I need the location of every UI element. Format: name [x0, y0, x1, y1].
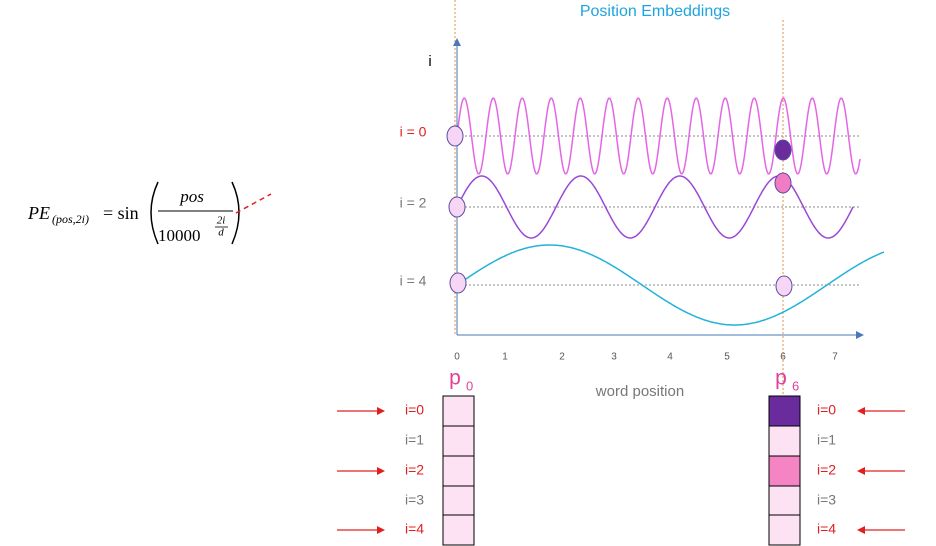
x-tick-label: 6 [780, 352, 786, 363]
vector-cell [442, 514, 475, 546]
vector-cell [768, 425, 801, 457]
vector-name: p [449, 367, 461, 390]
x-tick-label: 7 [832, 352, 838, 363]
row-arrowhead [857, 526, 865, 534]
curve-label: i = 2 [400, 195, 427, 211]
vector-cell [442, 395, 475, 427]
row-label: i=3 [405, 492, 424, 508]
marker-dot [775, 275, 793, 297]
x-tick-label: 2 [559, 352, 565, 363]
marker-dot [448, 196, 466, 218]
vector-cell [768, 395, 801, 427]
vector-sub: 6 [792, 378, 799, 393]
row-label: i=0 [405, 402, 424, 418]
marker-dot [774, 139, 792, 161]
y-arrow [453, 38, 461, 46]
vector-cell [442, 455, 475, 487]
wave [456, 244, 885, 326]
x-arrow [856, 331, 864, 339]
row-label: i=2 [405, 462, 424, 478]
row-label: i=4 [405, 521, 424, 537]
wave [456, 97, 861, 175]
formula-exp-num: 2i [217, 215, 226, 227]
x-tick-label: 1 [502, 352, 508, 363]
paren-right [231, 181, 240, 245]
row-label: i=1 [405, 432, 424, 448]
formula-lhs: PE [27, 203, 50, 223]
row-arrowhead [377, 467, 385, 475]
row-label: i=3 [817, 492, 836, 508]
vector-name: p [775, 367, 787, 390]
vector-cell [442, 425, 475, 457]
vector-sub: 0 [466, 378, 473, 393]
row-arrowhead [857, 467, 865, 475]
marker-dot [449, 272, 467, 294]
row-label: i=4 [817, 521, 836, 537]
x-tick-label: 4 [667, 352, 673, 363]
formula-denominator: 10000 [158, 226, 201, 245]
formula-numerator: pos [179, 187, 204, 206]
row-label: i=1 [817, 432, 836, 448]
row-arrowhead [857, 407, 865, 415]
marker-dot [774, 172, 792, 194]
curve-label: i = 4 [400, 273, 427, 289]
formula-sub: (pos,2i) [52, 212, 89, 226]
row-arrowhead [377, 526, 385, 534]
row-arrowhead [377, 407, 385, 415]
paren-left [150, 181, 159, 245]
row-label: i=2 [817, 462, 836, 478]
x-tick-label: 5 [724, 352, 730, 363]
vector-cell [768, 455, 801, 487]
y-axis-label: i [428, 53, 431, 70]
formula-exp-den: d [218, 227, 224, 239]
vector-cell [442, 485, 475, 516]
x-tick-label: 0 [454, 352, 460, 363]
vector-cell [768, 485, 801, 516]
row-label: i=0 [817, 402, 836, 418]
vector-cell [768, 514, 801, 546]
dashed-pointer [235, 193, 272, 214]
formula-op: = sin [103, 203, 139, 223]
x-tick-label: 3 [611, 352, 617, 363]
curve-label: i = 0 [400, 124, 427, 140]
marker-dot [446, 125, 464, 147]
x-axis-label: word position [595, 383, 684, 400]
title: Position Embeddings [580, 3, 730, 20]
